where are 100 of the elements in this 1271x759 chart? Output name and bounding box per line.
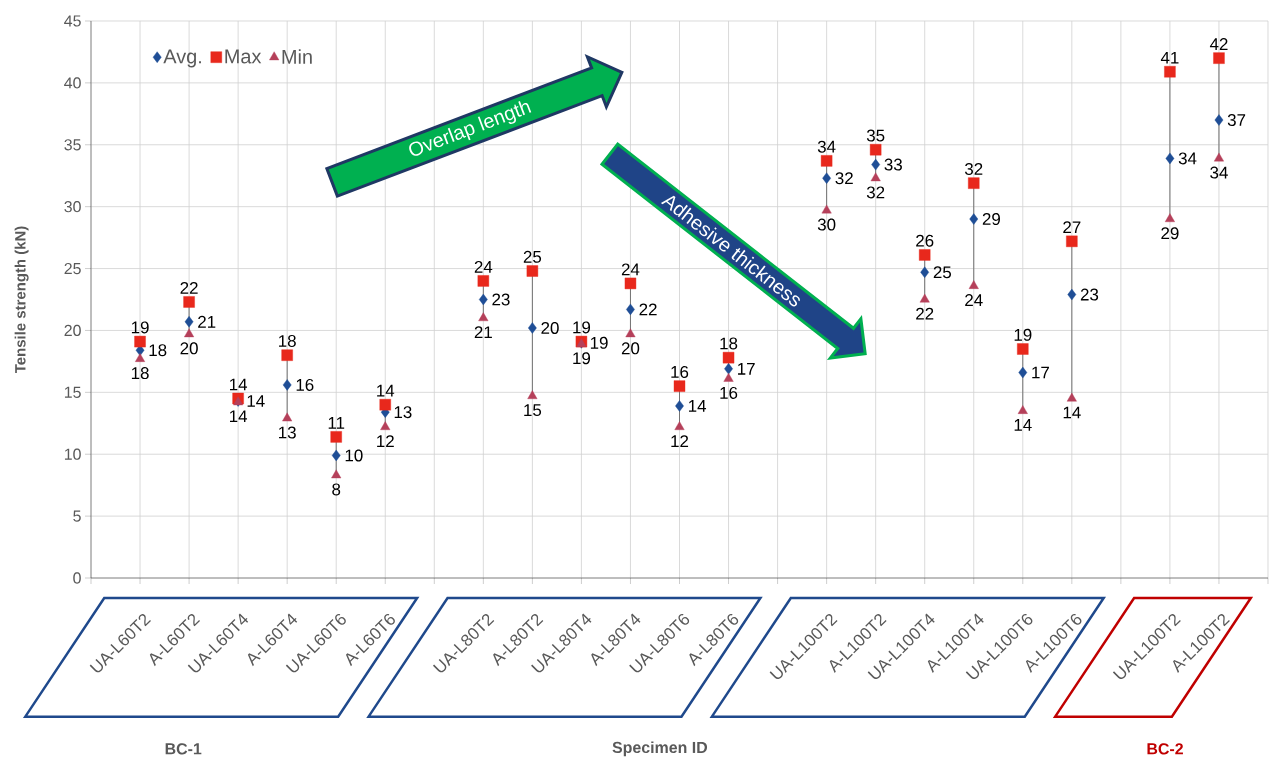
text: BC-2 xyxy=(1147,743,1183,755)
data-label: 24 xyxy=(621,263,640,276)
x-axis-title: Specimen ID xyxy=(612,741,708,757)
point xyxy=(624,277,637,290)
point xyxy=(869,144,882,156)
point xyxy=(184,328,195,338)
point xyxy=(822,172,831,184)
data-label: 14 xyxy=(247,395,265,407)
data-label: 19 xyxy=(573,321,591,334)
data-label: 14 xyxy=(377,384,395,397)
point xyxy=(673,380,686,392)
data-label: 35 xyxy=(866,129,885,142)
data-label: 8 xyxy=(332,483,341,496)
point xyxy=(282,412,293,422)
data-label: 25 xyxy=(933,266,952,279)
data-label: 13 xyxy=(279,426,296,439)
data-label: 10 xyxy=(345,449,363,462)
data-label: 32 xyxy=(964,162,983,175)
point xyxy=(330,431,342,443)
y-tick-label: 25 xyxy=(64,262,81,275)
y-tick-label: 5 xyxy=(73,510,81,522)
data-label: 29 xyxy=(982,213,1000,226)
point xyxy=(1067,288,1077,301)
data-label: 20 xyxy=(621,342,640,355)
y-tick-label: 45 xyxy=(64,15,81,27)
point xyxy=(820,155,833,167)
point xyxy=(919,293,930,303)
data-label: 14 xyxy=(688,400,707,412)
point xyxy=(281,349,293,361)
data-label: 37 xyxy=(1227,114,1246,127)
legend-label: Max xyxy=(225,49,262,64)
data-label: 22 xyxy=(916,307,934,320)
point xyxy=(1214,114,1224,126)
data-label: 18 xyxy=(279,335,296,347)
point xyxy=(821,204,832,214)
data-label: 20 xyxy=(541,321,559,334)
point xyxy=(526,265,539,277)
data-label: 17 xyxy=(738,362,755,375)
legend-label: Min xyxy=(282,49,312,64)
data-label: 25 xyxy=(523,250,542,263)
data-label: 16 xyxy=(671,365,689,378)
data-label: 42 xyxy=(1209,38,1228,50)
data-label: 16 xyxy=(296,378,314,391)
point xyxy=(870,172,881,182)
y-axis-title: Tensile strength (kN) xyxy=(14,226,29,374)
point xyxy=(969,213,979,225)
point xyxy=(625,328,636,338)
point xyxy=(331,449,341,462)
y-tick-label: 10 xyxy=(64,448,81,460)
data-label: 16 xyxy=(720,386,738,399)
data-label: 21 xyxy=(474,326,492,339)
point xyxy=(477,275,490,287)
data-label: 32 xyxy=(866,186,885,199)
point xyxy=(723,373,734,382)
y-tick-label: 40 xyxy=(64,77,81,89)
data-label: 19 xyxy=(573,352,591,365)
data-label: 18 xyxy=(720,337,738,350)
data-label: 14 xyxy=(230,410,248,423)
data-label: 33 xyxy=(884,158,902,171)
point xyxy=(920,266,930,278)
point xyxy=(1017,343,1029,355)
data-label: 19 xyxy=(131,321,149,334)
point xyxy=(527,390,538,399)
y-tick-label: 15 xyxy=(64,386,81,398)
point xyxy=(968,177,980,189)
data-label: 26 xyxy=(916,234,934,247)
data-label: 21 xyxy=(198,315,216,328)
data-label: 14 xyxy=(230,378,248,391)
data-label: 32 xyxy=(835,172,853,185)
data-label: 23 xyxy=(1080,288,1099,301)
point xyxy=(1018,366,1028,379)
data-label: 41 xyxy=(1160,51,1179,64)
data-label: 34 xyxy=(817,140,836,153)
text: BC-1 xyxy=(165,743,202,755)
data-label: 17 xyxy=(1032,366,1049,379)
data-label: 27 xyxy=(1063,221,1081,234)
point xyxy=(1066,235,1078,248)
data-label: 11 xyxy=(328,417,345,429)
data-label: 12 xyxy=(377,435,394,448)
data-label: 15 xyxy=(524,404,542,417)
point xyxy=(478,312,489,322)
legend-label: Avg. xyxy=(163,49,201,68)
y-tick-label: 30 xyxy=(64,201,81,213)
point xyxy=(919,249,931,261)
point xyxy=(380,421,391,430)
point xyxy=(722,351,735,364)
y-tick-label: 0 xyxy=(73,572,81,584)
data-label: 19 xyxy=(1014,328,1032,341)
point xyxy=(1213,52,1225,64)
point xyxy=(1066,392,1077,402)
y-tick-label: 35 xyxy=(64,139,81,151)
point xyxy=(331,469,342,479)
point xyxy=(184,316,194,328)
data-label: 29 xyxy=(1161,227,1179,240)
data-label: 20 xyxy=(180,342,198,355)
data-label: 14 xyxy=(1014,419,1032,431)
y-tick-label: 20 xyxy=(64,324,81,337)
point xyxy=(1213,152,1224,162)
data-label: 22 xyxy=(639,303,657,316)
annotation: Overlap length xyxy=(409,101,532,156)
